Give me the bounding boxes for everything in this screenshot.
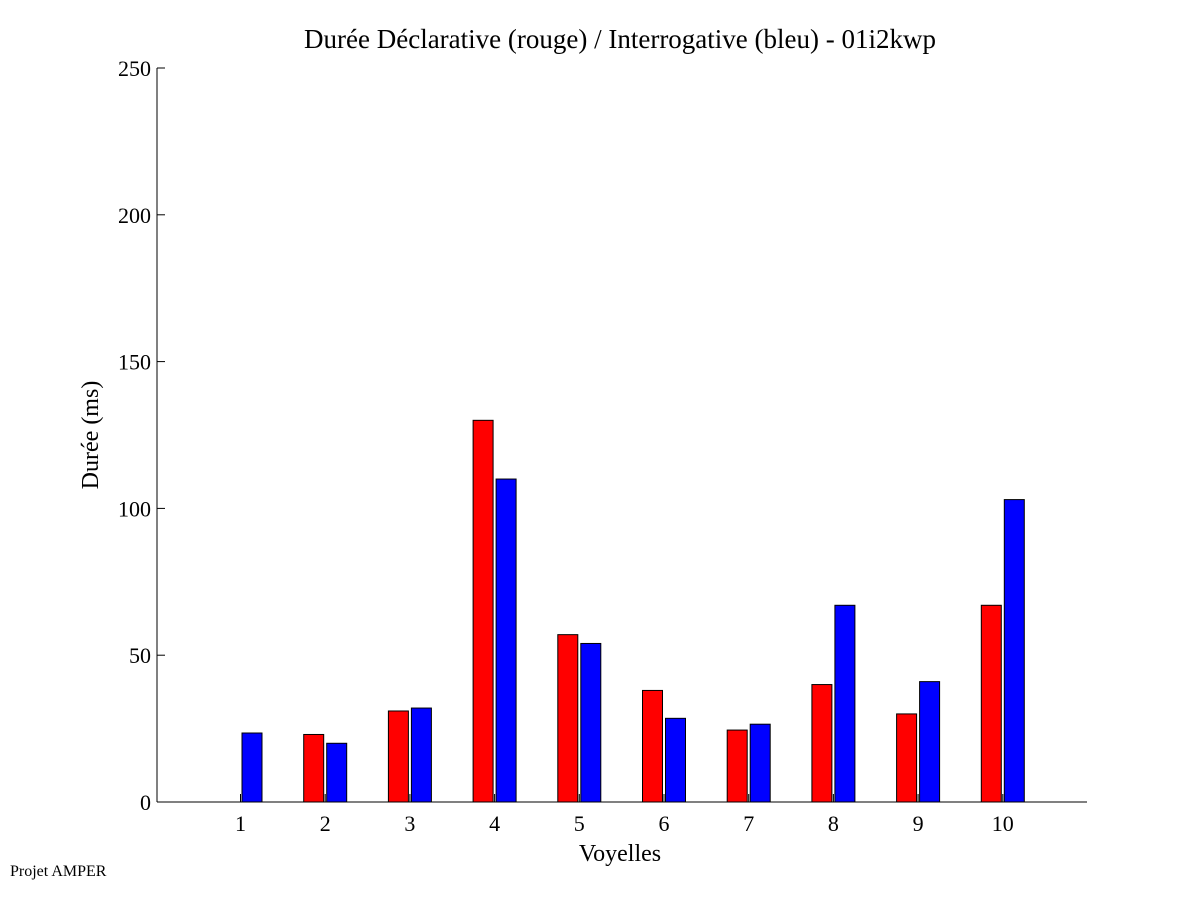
bar-declarative-4 [472,419,494,803]
bar-declarative-6 [642,689,663,803]
bar-interrogative-5 [580,642,602,803]
bar-interrogative-4 [495,478,517,803]
x-tick-label: 5 [574,811,585,836]
x-tick-label: 3 [404,811,415,836]
y-tick-label: 250 [118,56,151,81]
bar-interrogative-1 [241,732,263,803]
bar-declarative-2 [303,733,325,803]
x-tick-label: 10 [992,811,1014,836]
x-tick-label: 7 [743,811,754,836]
x-tick-label: 4 [489,811,500,836]
axes-group: 0 50 100 150 200 250 1 2 3 4 5 6 7 8 9 10 [118,56,1087,836]
bar-declarative-9 [896,713,918,803]
bar-interrogative-3 [410,707,432,803]
chart-title: Durée Déclarative (rouge) / Interrogativ… [304,24,936,54]
x-tick-label: 9 [913,811,924,836]
y-tick-label: 0 [140,790,151,815]
x-tick-label: 1 [235,811,246,836]
y-tick-label: 50 [129,643,151,668]
bar-declarative-3 [387,710,409,803]
bar-declarative-8 [811,684,833,803]
bar-interrogative-8 [834,604,856,803]
x-tick-label: 8 [828,811,839,836]
y-tick-label: 200 [118,203,151,228]
bar-interrogative-9 [919,681,941,803]
bar-interrogative-7 [749,723,771,803]
y-tick-label: 150 [118,350,151,375]
bar-interrogative-2 [326,742,348,803]
y-tick-label: 100 [118,496,151,521]
y-axis-label: Durée (ms) [78,381,104,490]
x-tick-label: 6 [659,811,670,836]
x-tick-label: 2 [320,811,331,836]
bar-declarative-5 [557,634,579,803]
footer-credit: Projet AMPER [10,863,107,880]
bar-interrogative-10 [1003,499,1025,803]
bar-declarative-10 [980,604,1002,803]
bar-interrogative-6 [665,717,686,803]
bars-group [241,419,1025,803]
bar-declarative-7 [726,729,748,803]
x-axis-label: Voyelles [579,841,661,867]
